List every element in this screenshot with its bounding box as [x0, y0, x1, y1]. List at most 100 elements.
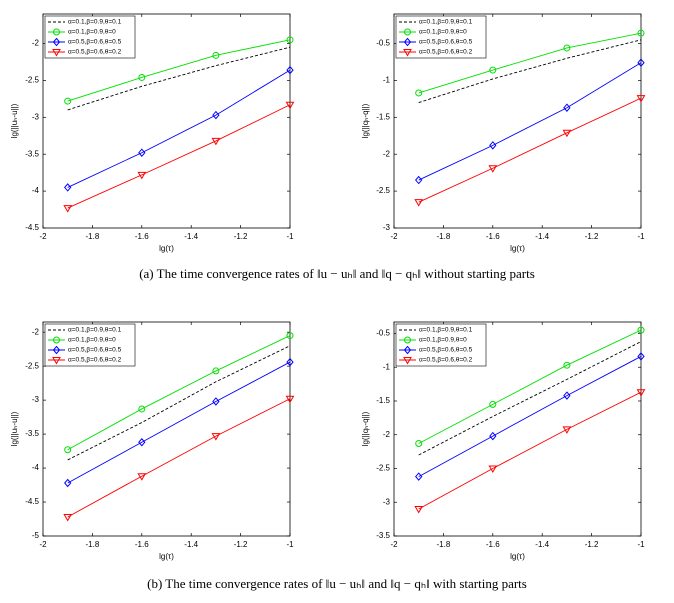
y-tick-label: -3 [32, 395, 40, 404]
legend-label: α=0.5,β=0.6,θ=0.2 [68, 357, 122, 364]
marker [286, 36, 294, 44]
x-tick-label: -1.8 [437, 540, 451, 549]
plot-frame [42, 13, 291, 229]
marker [489, 66, 497, 74]
series-line [67, 345, 291, 461]
legend-box [395, 323, 487, 367]
y-tick-label: -4 [32, 463, 40, 472]
series-line [418, 356, 642, 477]
x-tick-label: -1.4 [184, 540, 198, 549]
marker [64, 97, 72, 105]
legend-marker [404, 336, 411, 344]
y-tick-label: -2.5 [376, 186, 390, 195]
marker [414, 199, 424, 207]
marker [489, 431, 497, 441]
y-tick-label: -2 [383, 430, 391, 439]
marker [636, 95, 646, 103]
marker [63, 205, 73, 213]
y-tick-label: -4.5 [25, 497, 39, 506]
series-line [418, 62, 642, 181]
legend-marker [53, 336, 60, 344]
x-tick-label: -2 [39, 232, 47, 241]
legend-marker [52, 357, 61, 365]
marker [414, 505, 424, 514]
plot-frame [393, 321, 642, 537]
y-tick-label: -4 [32, 186, 40, 195]
legend-label: α=0.5,β=0.6,θ=0.2 [419, 357, 473, 364]
marker [286, 65, 294, 75]
marker [211, 433, 221, 441]
legend-label: α=0.1,β=0.9,θ=0.1 [68, 19, 122, 26]
marker [138, 405, 146, 413]
marker [137, 171, 147, 180]
x-axis-label: lg(τ) [510, 244, 525, 253]
x-tick-label: -1 [286, 232, 294, 241]
marker [138, 148, 146, 157]
y-tick-label: -3.5 [25, 429, 39, 438]
marker [212, 367, 220, 375]
x-tick-label: -1.4 [535, 232, 549, 241]
marker [64, 446, 72, 454]
x-tick-label: -1.6 [135, 232, 149, 241]
marker [637, 352, 645, 361]
y-tick-label: -1 [383, 76, 391, 85]
y-tick-label: -2.5 [376, 464, 390, 473]
y-tick-label: -2.5 [25, 361, 39, 370]
legend-box [44, 15, 136, 59]
legend-label: α=0.5,β=0.6,θ=0.5 [68, 347, 122, 354]
series-line [418, 39, 642, 103]
marker [563, 103, 571, 112]
x-tick-label: -2 [39, 540, 47, 549]
marker [63, 513, 73, 522]
marker [212, 397, 220, 406]
series-line [67, 104, 291, 209]
legend-label: α=0.5,β=0.6,θ=0.5 [419, 347, 473, 354]
series-line [418, 341, 642, 456]
x-tick-label: -1.4 [535, 540, 549, 549]
legend-marker [52, 49, 61, 57]
legend-marker [403, 49, 412, 57]
plot-frame [393, 13, 642, 229]
x-tick-label: -1.8 [86, 540, 100, 549]
y-tick-label: -3 [383, 223, 391, 232]
y-tick-label: -2 [32, 39, 40, 48]
marker [415, 472, 423, 481]
legend-box [395, 15, 487, 59]
y-tick-label: -0.5 [376, 39, 390, 48]
y-axis-label: lg(||qₕ-q||) [361, 411, 370, 446]
x-tick-label: -1.2 [585, 232, 599, 241]
legend-marker [52, 345, 61, 355]
y-tick-label: -1.5 [376, 112, 390, 121]
legend-marker [404, 28, 411, 36]
marker [637, 326, 645, 334]
caption: (a) The time convergence rates of ‖u − u… [139, 266, 535, 281]
marker [286, 357, 294, 367]
y-tick-label: -3.5 [376, 531, 390, 540]
legend-label: α=0.1,β=0.9,θ=0.1 [419, 327, 473, 334]
y-axis-label: lg(||uₕ-u||) [10, 411, 19, 446]
legend-marker [52, 37, 61, 47]
y-axis-label: lg(||qₕ-q||) [361, 103, 370, 138]
y-tick-label: -1.5 [376, 396, 390, 405]
x-tick-label: -1.6 [135, 540, 149, 549]
caption: (b) The time convergence rates of ‖u − u… [147, 576, 527, 591]
marker [212, 110, 220, 120]
marker [563, 391, 571, 400]
x-tick-label: -2 [390, 232, 398, 241]
y-axis-label: lg(||uₕ-u||) [10, 103, 19, 138]
marker [637, 58, 645, 67]
marker [138, 73, 146, 81]
legend-marker [403, 37, 412, 47]
marker [489, 141, 497, 150]
x-tick-label: -1.2 [234, 232, 248, 241]
x-tick-label: -1.2 [585, 540, 599, 549]
x-tick-label: -1.4 [184, 232, 198, 241]
y-tick-label: -3.5 [25, 149, 39, 158]
x-axis-label: lg(τ) [510, 552, 525, 561]
legend-label: α=0.5,β=0.6,θ=0.2 [419, 49, 473, 56]
marker [212, 51, 220, 59]
x-tick-label: -1.2 [234, 540, 248, 549]
marker [415, 440, 423, 448]
marker [563, 44, 571, 52]
series-line [418, 391, 642, 510]
